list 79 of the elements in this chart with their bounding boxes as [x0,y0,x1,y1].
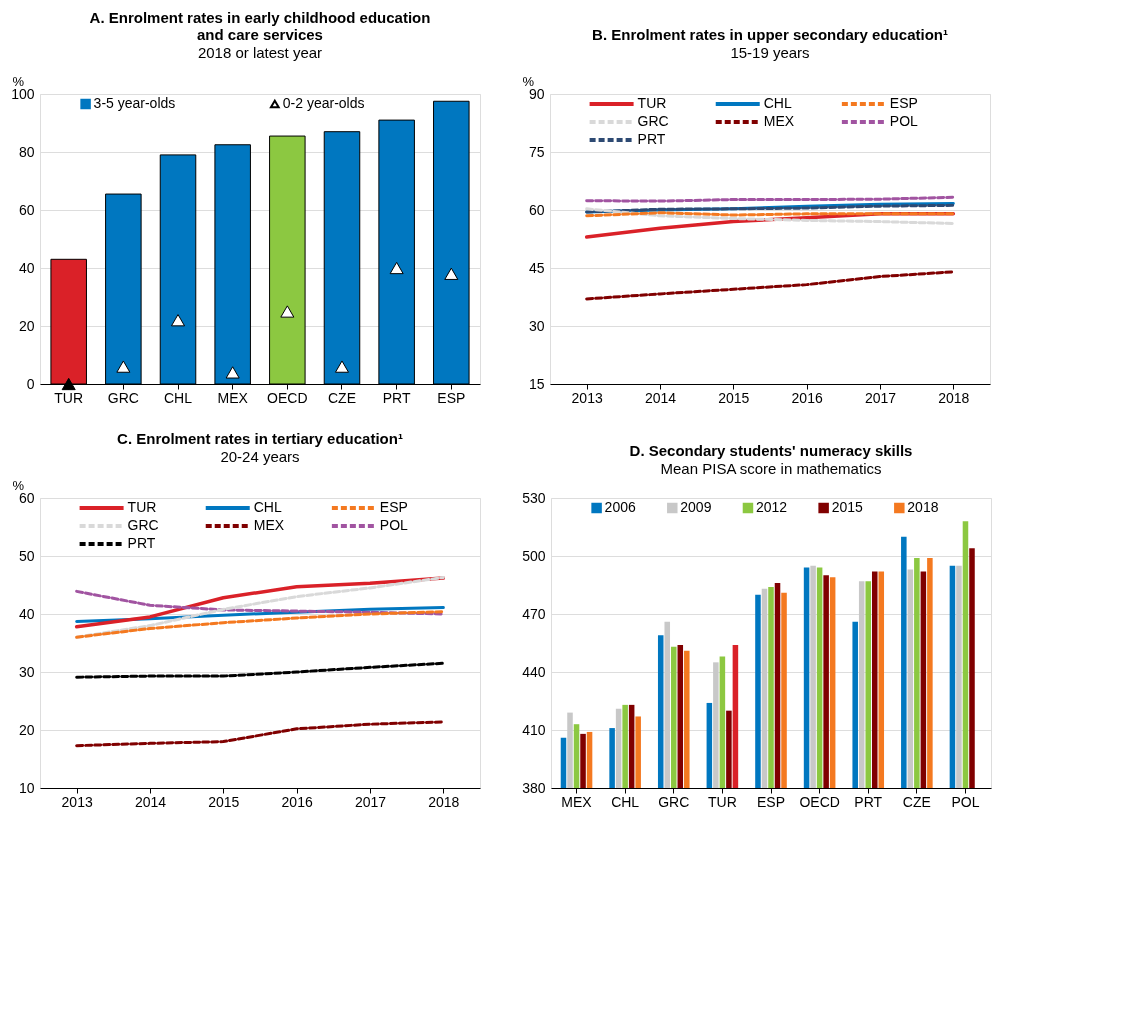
x-tick-label: 2016 [791,389,823,406]
chart-title: C. Enrolment rates in tertiary education¹ [117,430,403,447]
legend-label: MEX [763,113,795,129]
legend-label: CHL [763,95,792,111]
chart-subtitle: 15-19 years [730,44,810,61]
x-tick-label: 2014 [644,389,677,406]
chart-subtitle: 20-24 years [220,448,300,465]
x-tick-label: GRC [658,793,690,810]
y-tick-label: 20 [18,721,35,738]
x-tick-label: MEX [217,389,249,406]
x-tick-label: CHL [611,793,640,810]
y-tick-label: 80 [18,143,35,160]
y-tick-label: 0 [26,375,35,392]
x-tick-label: 2018 [938,389,970,406]
chart-subtitle: 2018 or latest year [197,44,323,61]
legend-label: CHL [253,499,282,515]
legend-label: GRC [127,517,159,533]
y-tick-label: 20 [18,317,35,334]
legend-label: ESP [379,499,408,515]
x-tick-label: CZE [902,793,931,810]
legend-label: 2006 [604,499,636,515]
x-tick-label: CHL [164,389,193,406]
legend-label: ESP [889,95,918,111]
x-tick-label: OECD [799,793,840,810]
y-tick-label: 30 [18,663,35,680]
chart-title: D. Secondary students' numeracy skills [629,442,913,459]
legend-label: MEX [253,517,285,533]
y-tick-label: 380 [522,779,546,796]
y-tick-label: 470 [522,605,546,622]
legend-label: PRT [127,535,156,551]
x-tick-label: ESP [437,389,466,406]
x-tick-label: GRC [107,389,139,406]
legend-label: 0-2 year-olds [282,95,365,111]
legend-label: POL [889,113,919,129]
chart-title: B. Enrolment rates in upper secondary education¹ [592,26,948,43]
y-tick-label: 75 [528,143,545,160]
y-tick-label: 10 [18,779,35,796]
y-tick-label: 60 [528,201,545,218]
y-tick-label: 440 [522,663,546,680]
x-tick-label: ESP [756,793,786,810]
x-tick-label: 2013 [61,793,93,810]
y-tick-label: 30 [528,317,545,334]
y-tick-label: 40 [18,605,35,622]
chart-subtitle: Mean PISA score in mathematics [660,460,882,477]
legend-label: POL [379,517,409,533]
legend-label: TUR [127,499,157,515]
x-tick-label: CZE [327,389,356,406]
legend-label: 2015 [831,499,863,515]
x-tick-label: POL [951,793,980,810]
x-tick-label: TUR [54,389,84,406]
legend-label: 2018 [907,499,939,515]
y-tick-label: 60 [18,201,35,218]
x-tick-label: PRT [382,389,411,406]
x-tick-label: 2013 [571,389,603,406]
y-tick-label: 530 [522,489,546,506]
y-tick-label: 15 [528,375,545,392]
y-tick-label: 45 [528,259,545,276]
x-tick-label: 2015 [208,793,240,810]
legend-label: TUR [637,95,667,111]
legend-label: 3-5 year-olds [93,95,176,111]
x-tick-label: 2016 [281,793,313,810]
x-tick-label: 2017 [354,793,387,810]
x-tick-label: 2017 [864,389,897,406]
x-tick-label: 2018 [428,793,460,810]
x-tick-label: PRT [854,793,883,810]
x-tick-label: MEX [561,793,593,810]
legend-label: 2009 [680,499,712,515]
y-tick-label: 500 [522,547,546,564]
y-tick-label: 50 [18,547,35,564]
legend-label: 2012 [755,499,788,515]
chart-title: A. Enrolment rates in early childhood education and care services [89,9,431,43]
x-tick-label: 2014 [134,793,167,810]
legend-label: GRC [637,113,669,129]
legend-label: PRT [637,131,666,147]
y-tick-label: 40 [18,259,35,276]
x-tick-label: TUR [707,793,737,810]
y-tick-label: 410 [522,721,546,738]
x-tick-label: OECD [267,389,308,406]
x-tick-label: 2015 [718,389,750,406]
